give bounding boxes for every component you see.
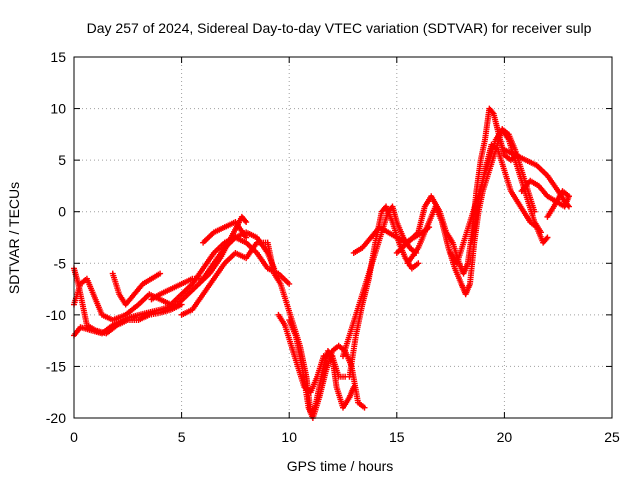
series-arc-17 — [501, 146, 572, 210]
data-point — [157, 270, 164, 277]
data-point — [544, 213, 551, 220]
plot-frame — [73, 56, 613, 419]
x-tick-label: 25 — [604, 429, 620, 445]
data-point — [242, 217, 249, 224]
data-point — [415, 260, 422, 267]
y-tick-label: 0 — [58, 204, 66, 220]
y-tick-label: -10 — [46, 307, 66, 323]
data-point — [544, 234, 551, 241]
y-tick-label: 5 — [58, 152, 66, 168]
data-point — [361, 404, 368, 411]
x-axis-label: GPS time / hours — [287, 458, 394, 474]
series-arc-4 — [109, 270, 164, 308]
series-arc-3 — [71, 229, 278, 324]
y-tick-label: -15 — [46, 358, 66, 374]
y-axis-label: SDTVAR / TECUs — [6, 182, 22, 294]
x-tick-label: 5 — [178, 429, 186, 445]
data-point — [489, 109, 496, 116]
y-tick-label: -5 — [54, 255, 67, 271]
data-point — [543, 235, 550, 242]
data-point — [243, 219, 250, 226]
data-point — [243, 234, 250, 241]
series-arc-16 — [469, 141, 551, 246]
y-tick-label: 15 — [50, 49, 66, 65]
x-tick-label: 20 — [497, 429, 513, 445]
data-series — [71, 105, 572, 421]
y-tick-label: 10 — [50, 101, 66, 117]
series-arc-7 — [200, 219, 250, 246]
ticks: 0 5 10 15 20 25 -20 -15 -10 -5 0 5 10 15 — [46, 49, 620, 445]
series-arc-11 — [346, 203, 422, 380]
data-point — [286, 280, 293, 287]
chart-title: Day 257 of 2024, Sidereal Day-to-day VTE… — [87, 20, 592, 36]
series-arc-2 — [71, 213, 250, 339]
grid — [74, 57, 612, 418]
x-tick-label: 10 — [281, 429, 297, 445]
series-arc-18 — [518, 177, 572, 220]
x-tick-label: 0 — [70, 429, 78, 445]
x-tick-label: 15 — [389, 429, 405, 445]
y-tick-label: -20 — [46, 410, 66, 426]
